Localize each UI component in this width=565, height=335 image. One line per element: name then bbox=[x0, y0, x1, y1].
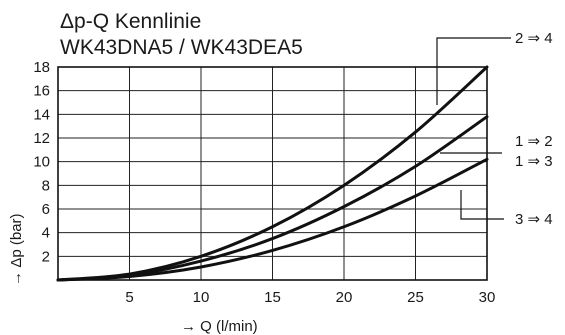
annotation-label-a12: 1 ⇒ 3 bbox=[515, 153, 553, 170]
x-tick-label: 30 bbox=[479, 289, 496, 306]
y-tick-label: 12 bbox=[33, 130, 50, 147]
y-tick-label: 6 bbox=[42, 201, 50, 218]
x-axis-label: → Q (l/min) bbox=[181, 318, 258, 335]
plot-frame bbox=[57, 66, 488, 281]
x-tick-label: 25 bbox=[407, 289, 424, 306]
chart-title: Δp-Q Kennlinie bbox=[60, 10, 201, 33]
y-tick-label: 18 bbox=[33, 59, 50, 76]
y-tick-label: 10 bbox=[33, 154, 50, 171]
x-tick-label: 10 bbox=[193, 289, 210, 306]
annotation-label-a12: 1 ⇒ 2 bbox=[515, 133, 553, 150]
chart-subtitle: WK43DNA5 / WK43DEA5 bbox=[60, 36, 303, 59]
x-tick-label: 15 bbox=[264, 289, 281, 306]
annotation-label-a34: 3 ⇒ 4 bbox=[515, 211, 553, 228]
y-tick-label: 4 bbox=[42, 225, 50, 242]
y-tick-label: 2 bbox=[42, 248, 50, 265]
y-tick-label: 16 bbox=[33, 83, 50, 100]
x-tick-label: 20 bbox=[336, 289, 353, 306]
x-tick-label: 5 bbox=[125, 289, 133, 306]
y-tick-label: 14 bbox=[33, 106, 50, 123]
curves bbox=[56, 65, 489, 282]
leader-line-a34 bbox=[460, 190, 504, 220]
annotations: 2 ⇒ 4 1 ⇒ 2 1 ⇒ 3 3 ⇒ 4 bbox=[436, 30, 553, 228]
grid bbox=[58, 66, 488, 280]
ticks: 5 10 15 20 25 30 2 4 6 8 10 12 14 16 18 bbox=[33, 59, 495, 306]
leader-line-a24 bbox=[436, 37, 511, 105]
annotation-label-a24: 2 ⇒ 4 bbox=[515, 30, 553, 47]
y-axis-label: → Δp (bar) bbox=[8, 213, 25, 286]
y-tick-label: 8 bbox=[42, 177, 50, 194]
series-line-3 bbox=[56, 157, 489, 282]
